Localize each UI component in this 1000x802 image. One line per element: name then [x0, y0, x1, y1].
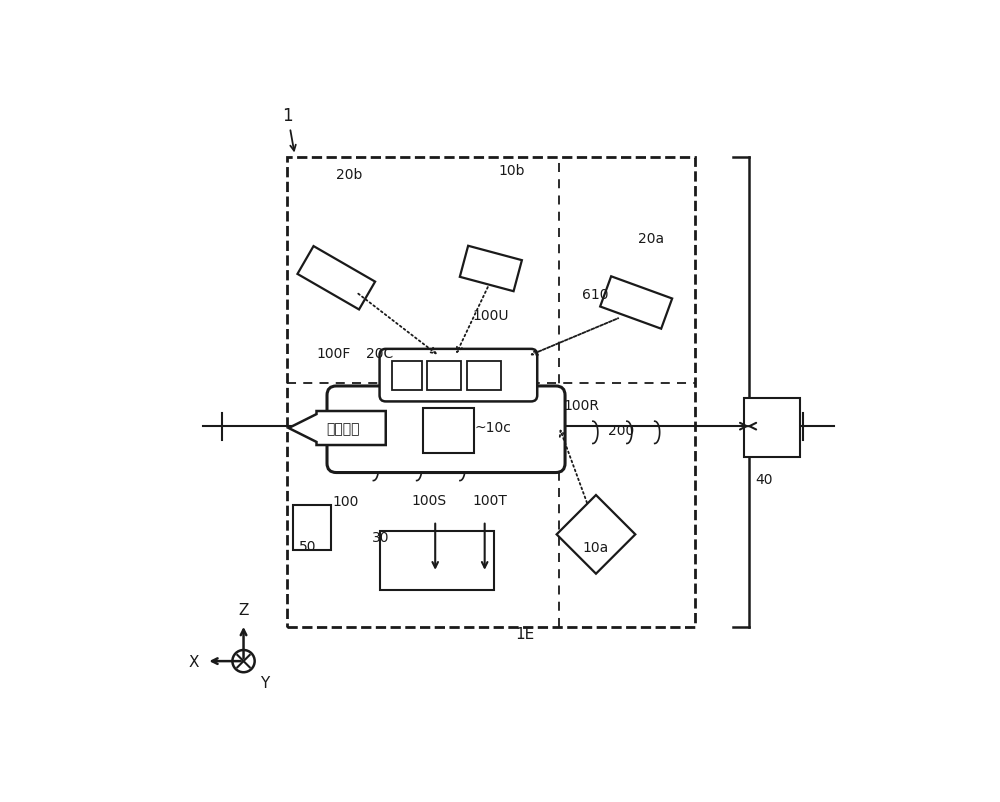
Text: 200: 200 — [608, 423, 635, 437]
FancyBboxPatch shape — [427, 362, 461, 391]
Text: 输送方向: 输送方向 — [327, 422, 360, 435]
Text: 20a: 20a — [638, 232, 664, 245]
Text: ~10c: ~10c — [474, 421, 511, 435]
Text: 100U: 100U — [472, 309, 509, 323]
Polygon shape — [297, 247, 375, 310]
Text: 1E: 1E — [516, 626, 535, 641]
FancyBboxPatch shape — [744, 399, 800, 457]
Text: X: X — [189, 654, 199, 669]
FancyBboxPatch shape — [392, 362, 422, 391]
FancyBboxPatch shape — [380, 350, 537, 402]
Text: 50: 50 — [299, 539, 317, 553]
Text: 10a: 10a — [582, 541, 609, 554]
FancyBboxPatch shape — [327, 387, 565, 473]
Text: 100S: 100S — [412, 493, 447, 508]
Polygon shape — [460, 246, 522, 292]
FancyBboxPatch shape — [423, 409, 474, 453]
Text: Z: Z — [238, 602, 249, 617]
Text: 100: 100 — [332, 495, 358, 508]
Text: 610: 610 — [582, 287, 608, 302]
Text: 20C: 20C — [366, 346, 393, 361]
Text: 40: 40 — [755, 472, 773, 487]
FancyBboxPatch shape — [293, 506, 331, 550]
Text: 30: 30 — [372, 530, 389, 544]
Text: 100R: 100R — [564, 399, 600, 412]
Text: Y: Y — [260, 674, 269, 690]
Text: 100F: 100F — [316, 346, 351, 361]
FancyBboxPatch shape — [380, 532, 494, 590]
Polygon shape — [557, 496, 635, 574]
Polygon shape — [600, 277, 672, 330]
Text: 1: 1 — [282, 107, 293, 125]
Text: 100T: 100T — [472, 493, 507, 508]
FancyBboxPatch shape — [287, 158, 695, 627]
Polygon shape — [289, 411, 386, 445]
FancyBboxPatch shape — [467, 362, 501, 391]
Text: 20b: 20b — [336, 168, 363, 181]
Text: 10b: 10b — [498, 164, 525, 178]
